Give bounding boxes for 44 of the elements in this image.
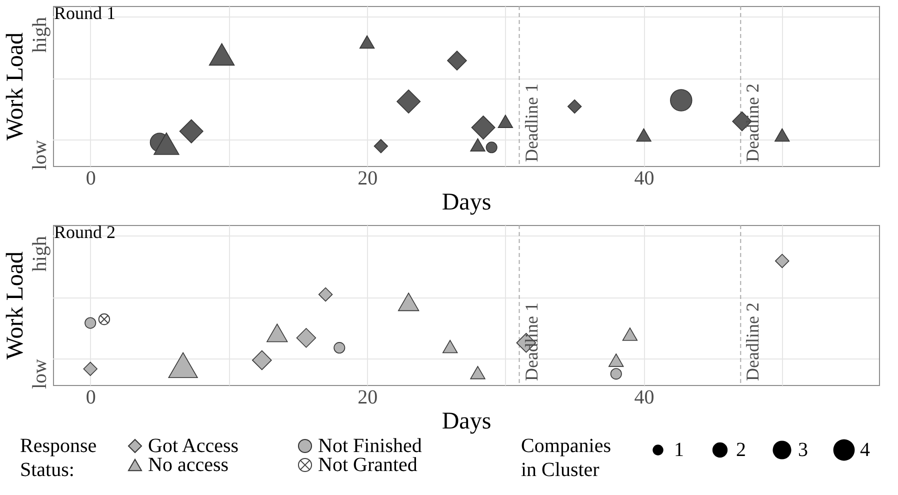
text: high <box>29 236 51 272</box>
legend-label: 1 <box>674 439 684 461</box>
point <box>98 313 110 326</box>
point <box>359 35 375 49</box>
x-axis-title: Days <box>442 408 492 434</box>
point <box>470 138 486 152</box>
point <box>610 368 622 380</box>
point <box>442 340 458 354</box>
y-axis-title: Work Load <box>2 251 28 360</box>
y-axis-title: Work Load <box>2 32 28 141</box>
point <box>334 342 346 354</box>
legend-label: Not Granted <box>318 454 418 476</box>
point <box>84 317 96 329</box>
text: low <box>29 358 51 389</box>
x-tick-label: 40 <box>634 386 654 408</box>
x-tick-label: 20 <box>358 168 378 190</box>
ref-line-label: Deadline 2 <box>742 302 763 381</box>
x-tick-label: 40 <box>634 168 654 190</box>
point <box>622 328 638 341</box>
legend-label: Got Access <box>148 435 239 457</box>
ref-line-label: Deadline 1 <box>521 302 542 381</box>
legend-title: Response Status: <box>20 435 97 481</box>
legend-label: 2 <box>736 439 746 461</box>
text: low <box>29 139 51 170</box>
chart-title: Round 2 <box>54 222 116 242</box>
x-tick-label: 0 <box>86 168 96 190</box>
x-axis-title: Days <box>442 190 492 216</box>
legend-label: 4 <box>860 439 870 461</box>
chart-title: Round 1 <box>54 3 116 23</box>
legend-label: No access <box>148 454 229 476</box>
ref-line-label: Deadline 1 <box>521 84 542 162</box>
ref-line-label: Deadline 2 <box>742 84 763 162</box>
point <box>447 50 467 70</box>
x-tick-label: 0 <box>86 386 96 408</box>
text: Companies in Cluster <box>521 435 612 481</box>
x-tick-label: 20 <box>358 386 378 408</box>
point <box>498 114 514 128</box>
legend-label: Not Finished <box>318 435 422 457</box>
legend-label: 3 <box>798 439 808 461</box>
point <box>774 128 790 142</box>
point <box>608 354 624 367</box>
point <box>470 366 486 380</box>
text: high <box>29 17 51 53</box>
point <box>636 128 652 142</box>
